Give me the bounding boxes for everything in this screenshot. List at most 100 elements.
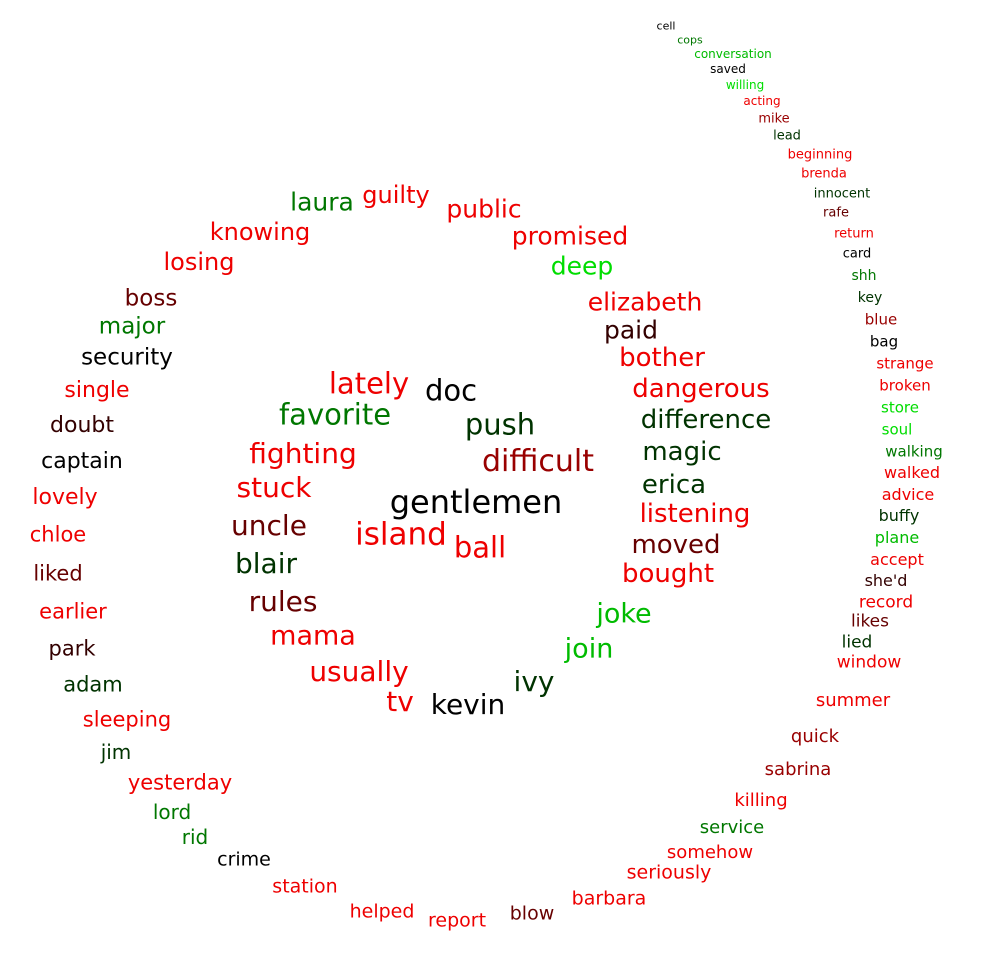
word-elizabeth: elizabeth bbox=[587, 287, 703, 317]
word-acting: acting bbox=[743, 94, 781, 108]
word-kevin: kevin bbox=[430, 688, 506, 721]
word-knowing: knowing bbox=[209, 218, 311, 246]
word-moved: moved bbox=[631, 530, 721, 560]
word-accept: accept bbox=[870, 550, 924, 569]
word-join: join bbox=[564, 633, 614, 665]
word-public: public bbox=[446, 194, 522, 224]
word-return: return bbox=[834, 226, 874, 242]
word-rafe: rafe bbox=[823, 205, 849, 221]
word-lord: lord bbox=[152, 800, 192, 824]
word-favorite: favorite bbox=[278, 397, 392, 432]
word-strange: strange bbox=[876, 354, 934, 373]
word-major: major bbox=[98, 313, 166, 340]
word-joke: joke bbox=[596, 598, 652, 630]
word-beginning: beginning bbox=[787, 147, 853, 163]
word-likes: likes bbox=[850, 611, 890, 632]
word-walked: walked bbox=[883, 463, 941, 482]
word-service: service bbox=[699, 817, 765, 838]
word-lately: lately bbox=[328, 366, 410, 401]
word-fighting: fighting bbox=[249, 437, 357, 470]
word-card: card bbox=[842, 246, 872, 262]
word-summer: summer bbox=[815, 690, 891, 711]
word-killing: killing bbox=[734, 790, 788, 811]
word-adam: adam bbox=[63, 672, 123, 697]
word-bought: bought bbox=[621, 559, 715, 589]
word-difficult: difficult bbox=[482, 444, 594, 479]
word-ivy: ivy bbox=[513, 665, 555, 698]
word-helped: helped bbox=[349, 900, 415, 923]
word-uncle: uncle bbox=[231, 509, 307, 542]
word-broken: broken bbox=[879, 376, 931, 395]
word-blow: blow bbox=[509, 902, 555, 925]
word-earlier: earlier bbox=[39, 599, 107, 624]
word-willing: willing bbox=[725, 78, 765, 92]
word-crime: crime bbox=[217, 848, 271, 871]
word-cops: cops bbox=[677, 33, 703, 47]
word-innocent: innocent bbox=[813, 186, 871, 202]
word-cell: cell bbox=[656, 19, 676, 33]
word-doc: doc bbox=[424, 373, 478, 408]
word-sleeping: sleeping bbox=[82, 707, 172, 732]
word-liked: liked bbox=[33, 561, 83, 586]
word-mike: mike bbox=[758, 111, 790, 127]
word-paid: paid bbox=[603, 315, 659, 345]
word-usually: usually bbox=[309, 655, 409, 688]
word-buffy: buffy bbox=[878, 506, 920, 525]
word-lovely: lovely bbox=[32, 485, 98, 510]
word-stuck: stuck bbox=[236, 471, 312, 504]
word-sabrina: sabrina bbox=[764, 759, 832, 780]
word-window: window bbox=[836, 652, 902, 673]
word-soul: soul bbox=[881, 420, 913, 439]
word-chloe: chloe bbox=[29, 522, 87, 547]
word-blue: blue bbox=[864, 310, 898, 329]
word-advice: advice bbox=[881, 485, 935, 504]
word-park: park bbox=[48, 636, 96, 661]
word-losing: losing bbox=[163, 248, 235, 276]
word-deep: deep bbox=[550, 251, 614, 281]
word-mama: mama bbox=[270, 620, 356, 652]
word-difference: difference bbox=[640, 405, 772, 435]
word-push: push bbox=[464, 407, 536, 442]
word-dangerous: dangerous bbox=[632, 374, 770, 404]
word-report: report bbox=[427, 909, 487, 932]
word-gentlemen: gentlemen bbox=[389, 483, 563, 521]
word-erica: erica bbox=[641, 470, 707, 500]
word-lead: lead bbox=[773, 128, 801, 144]
word-promised: promised bbox=[511, 221, 629, 251]
word-barbara: barbara bbox=[571, 887, 647, 910]
word-rules: rules bbox=[248, 585, 318, 618]
word-tv: tv bbox=[386, 685, 414, 718]
word-brenda: brenda bbox=[801, 166, 847, 182]
word-ball: ball bbox=[453, 530, 507, 565]
word-record: record bbox=[858, 592, 914, 613]
word-rid: rid bbox=[181, 825, 209, 849]
word-lied: lied bbox=[841, 632, 873, 653]
word-station: station bbox=[272, 875, 338, 898]
word-plane: plane bbox=[874, 528, 920, 547]
word-somehow: somehow bbox=[666, 842, 754, 863]
word-security: security bbox=[81, 344, 173, 371]
word-shh: shh bbox=[851, 268, 877, 284]
word-guilty: guilty bbox=[362, 181, 430, 209]
word-jim: jim bbox=[100, 740, 132, 764]
word-yesterday: yesterday bbox=[127, 770, 233, 795]
word-she-d: she'd bbox=[864, 571, 908, 590]
word-quick: quick bbox=[790, 726, 840, 747]
word-boss: boss bbox=[124, 285, 178, 312]
word-laura: laura bbox=[290, 187, 354, 217]
word-magic: magic bbox=[642, 437, 722, 467]
word-listening: listening bbox=[639, 499, 751, 529]
word-store: store bbox=[881, 398, 919, 417]
word-single: single bbox=[64, 378, 130, 403]
word-bag: bag bbox=[869, 332, 899, 351]
word-blair: blair bbox=[234, 547, 298, 580]
word-walking: walking bbox=[885, 442, 943, 461]
word-key: key bbox=[857, 290, 883, 306]
word-island: island bbox=[355, 516, 447, 553]
word-conversation: conversation bbox=[694, 47, 772, 61]
word-doubt: doubt bbox=[50, 413, 114, 438]
word-captain: captain bbox=[41, 449, 123, 474]
word-saved: saved bbox=[710, 62, 746, 76]
word-seriously: seriously bbox=[626, 861, 712, 884]
